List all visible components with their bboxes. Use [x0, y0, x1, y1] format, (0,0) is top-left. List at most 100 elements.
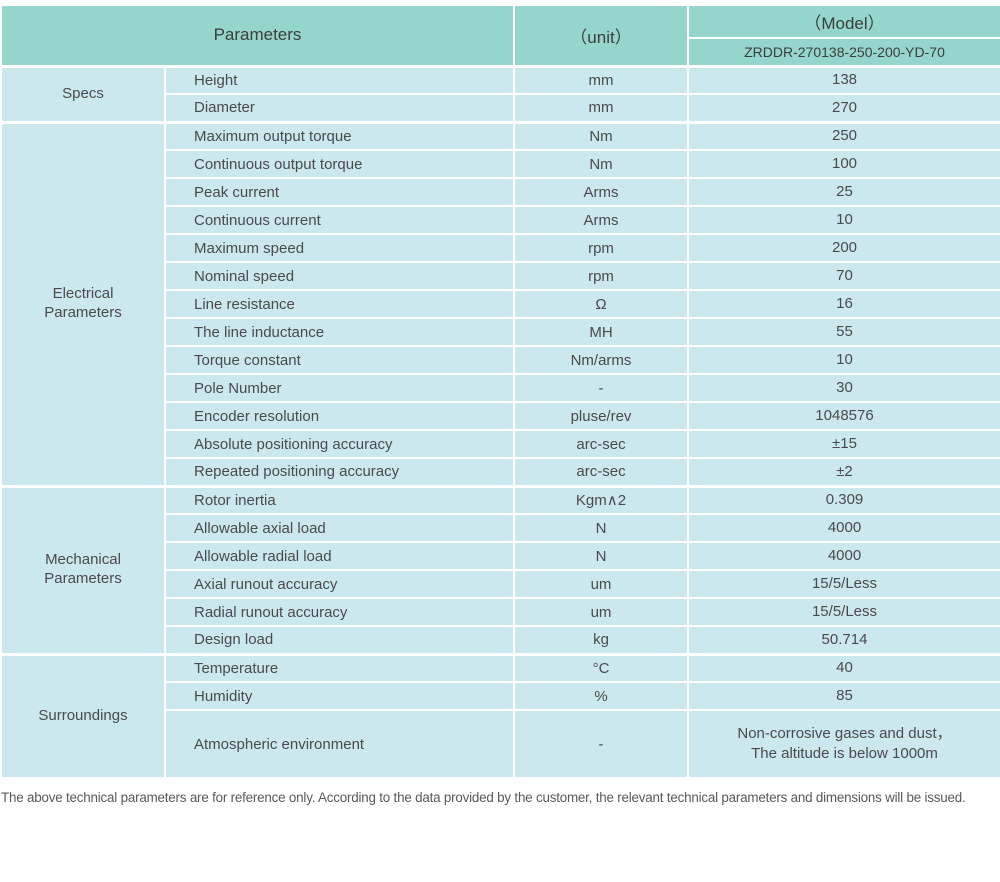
value-cell: 40 [687, 652, 1000, 683]
param-cell: Rotor inertia [164, 484, 515, 515]
header-parameters: Parameters [0, 4, 515, 67]
value-cell: 1048576 [687, 401, 1000, 431]
param-cell: Temperature [164, 652, 515, 683]
value-cell: 250 [687, 120, 1000, 151]
unit-cell: Ω [513, 289, 689, 319]
param-cell: Continuous current [164, 205, 515, 235]
table-row: The line inductance MH 55 [1, 317, 1000, 347]
value-cell: 0.309 [687, 484, 1000, 515]
table-row: Specs Height mm 138 [0, 64, 1000, 123]
unit-cell: rpm [513, 261, 689, 291]
unit-cell: N [513, 541, 689, 571]
value-cell: ±2 [687, 457, 1000, 487]
category-cell-mechanical-parameters: Mechanical Parameters [0, 484, 166, 655]
value-cell: 4000 [687, 541, 1000, 571]
spec-table: Parameters （unit） （Model） ZRDDR-270138-2… [0, 3, 1000, 779]
category-cell-specs: Specs [0, 64, 166, 123]
param-cell: Height [164, 64, 515, 95]
value-cell: Non-corrosive gases and dust， The altitu… [687, 709, 1000, 779]
table-row: Absolute positioning accuracy arc-sec ±15 [1, 429, 1000, 459]
table-row: Torque constant Nm/arms 10 [1, 345, 1000, 375]
param-cell: Radial runout accuracy [164, 597, 515, 627]
param-cell: Maximum speed [164, 233, 515, 263]
value-cell: 200 [687, 233, 1000, 263]
value-cell: 10 [687, 205, 1000, 235]
table-row: Nominal speed rpm 70 [1, 261, 1000, 291]
table-row: Maximum speed rpm 200 [1, 233, 1000, 263]
table-row: Surroundings Temperature °C 40 [0, 652, 1000, 779]
unit-cell: um [513, 569, 689, 599]
value-cell: 55 [687, 317, 1000, 347]
param-cell: Axial runout accuracy [164, 569, 515, 599]
unit-cell: arc-sec [513, 457, 689, 487]
header-model: （Model） [687, 3, 1000, 40]
param-cell: Allowable axial load [164, 513, 515, 543]
table-row: Continuous output torque Nm 100 [1, 149, 1000, 179]
param-cell: Nominal speed [164, 261, 515, 291]
footer-note: The above technical parameters are for r… [1, 790, 966, 805]
unit-cell: MH [513, 317, 689, 347]
table-body: Specs Height mm 138 Diameter mm 270 Electrical … [0, 64, 1000, 779]
table-row: Atmospheric environment - Non-corrosive ga… [1, 709, 1000, 779]
param-cell: Atmospheric environment [164, 709, 515, 779]
header-model-number: ZRDDR-270138-250-200-YD-70 [687, 37, 1000, 67]
table-row: Repeated positioning accuracy arc-sec ±2 [1, 457, 1000, 487]
unit-cell: Kgm∧2 [513, 484, 689, 515]
unit-cell: Arms [513, 177, 689, 207]
param-cell: Repeated positioning accuracy [164, 457, 515, 487]
value-cell: 16 [687, 289, 1000, 319]
param-cell: Humidity [164, 681, 515, 711]
unit-cell: rpm [513, 233, 689, 263]
value-cell: 15/5/Less [687, 597, 1000, 627]
value-cell: 15/5/Less [687, 569, 1000, 599]
value-cell: 85 [687, 681, 1000, 711]
param-cell: Continuous output torque [164, 149, 515, 179]
table-row: Radial runout accuracy um 15/5/Less [1, 597, 1000, 627]
value-cell: 4000 [687, 513, 1000, 543]
unit-cell: pluse/rev [513, 401, 689, 431]
value-cell: 138 [687, 64, 1000, 95]
param-cell: Diameter [164, 93, 515, 123]
unit-cell: N [513, 513, 689, 543]
unit-cell: Nm [513, 149, 689, 179]
unit-cell: mm [513, 64, 689, 95]
unit-cell: um [513, 597, 689, 627]
param-cell: Line resistance [164, 289, 515, 319]
param-cell: Peak current [164, 177, 515, 207]
header-unit: （unit） [513, 4, 689, 67]
table-row: Pole Number -30 [1, 373, 1000, 403]
param-cell: Design load [164, 625, 515, 655]
unit-cell: mm [513, 93, 689, 123]
param-cell: Allowable radial load [164, 541, 515, 571]
unit-cell: °C [513, 652, 689, 683]
table-row: Electrical Parameters Maximum output torq… [0, 120, 1000, 487]
table-row: Design load kg 50.714 [1, 625, 1000, 655]
param-cell: Encoder resolution [164, 401, 515, 431]
value-cell: ±15 [687, 429, 1000, 459]
param-cell: The line inductance [164, 317, 515, 347]
table-row: Peak current Arms 25 [1, 177, 1000, 207]
table-row: Diameter mm 270 [1, 93, 1000, 123]
unit-cell: % [513, 681, 689, 711]
table-row: Continuous current Arms 10 [1, 205, 1000, 235]
param-cell: Torque constant [164, 345, 515, 375]
unit-cell: kg [513, 625, 689, 655]
table-row: Encoder resolution pluse/rev 1048576 [1, 401, 1000, 431]
value-cell: 25 [687, 177, 1000, 207]
value-cell: 100 [687, 149, 1000, 179]
value-cell: 70 [687, 261, 1000, 291]
table-row: Allowable radial load N 4000 [1, 541, 1000, 571]
category-cell-surroundings: Surroundings [0, 652, 166, 779]
table-row: Axial runout accuracy um 15/5/Less [1, 569, 1000, 599]
value-cell: 270 [687, 93, 1000, 123]
unit-cell: Nm [513, 120, 689, 151]
unit-cell: Nm/arms [513, 345, 689, 375]
value-cell: 30 [687, 373, 1000, 403]
table-row: Line resistance Ω 16 [1, 289, 1000, 319]
unit-cell: Arms [513, 205, 689, 235]
param-cell: Absolute positioning accuracy [164, 429, 515, 459]
param-cell: Pole Number [164, 373, 515, 403]
table-header: Parameters （unit） （Model） ZRDDR-270138-2… [0, 3, 1000, 67]
unit-cell: - [513, 373, 689, 403]
table-row: Allowable axial load N 4000 [1, 513, 1000, 543]
